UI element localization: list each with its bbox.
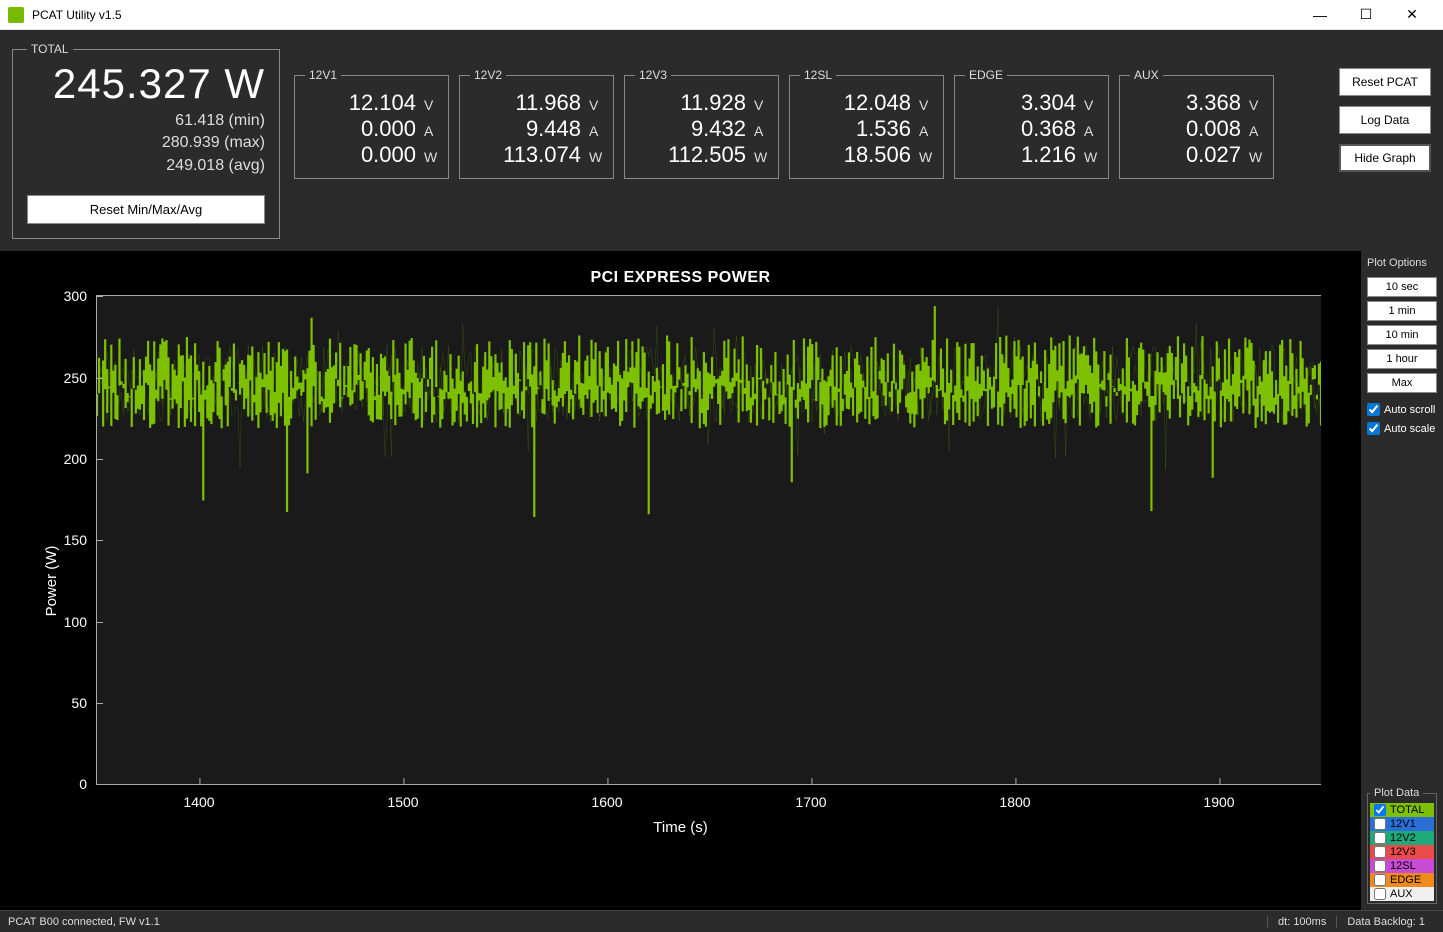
total-max: 280.939 (max) bbox=[162, 132, 265, 154]
chart-area: PCI EXPRESS POWER Power (W) 050100150200… bbox=[0, 251, 1443, 910]
total-avg: 249.018 (avg) bbox=[162, 155, 265, 177]
ytick: 100 bbox=[64, 614, 97, 630]
maximize-button[interactable]: ☐ bbox=[1343, 0, 1389, 30]
rail-12v2: 12V2 11.968V 9.448A 113.074W bbox=[459, 68, 614, 179]
xtick: 1800 bbox=[999, 784, 1030, 810]
chart-main: PCI EXPRESS POWER Power (W) 050100150200… bbox=[0, 251, 1361, 910]
total-watts: 245.327 W bbox=[53, 60, 265, 108]
ytick: 150 bbox=[64, 532, 97, 548]
plot-option-max[interactable]: Max bbox=[1367, 373, 1437, 393]
ytick: 0 bbox=[79, 776, 97, 792]
status-connected: PCAT B00 connected, FW v1.1 bbox=[8, 916, 160, 928]
plot-data-aux[interactable]: AUX bbox=[1370, 887, 1434, 901]
rail-edge: EDGE 3.304V 0.368A 1.216W bbox=[954, 68, 1109, 179]
ytick: 300 bbox=[64, 288, 97, 304]
status-dt: dt: 100ms bbox=[1267, 916, 1336, 928]
plot-data-title: Plot Data bbox=[1370, 787, 1423, 799]
reset-pcat-button[interactable]: Reset PCAT bbox=[1339, 68, 1431, 96]
xtick: 1500 bbox=[387, 784, 418, 810]
rail-12sl: 12SL 12.048V 1.536A 18.506W bbox=[789, 68, 944, 179]
titlebar: PCAT Utility v1.5 — ☐ ✕ bbox=[0, 0, 1443, 30]
chart-side-panel: Plot Options 10 sec1 min10 min1 hourMax … bbox=[1361, 251, 1443, 910]
auto-scale-checkbox[interactable]: Auto scale bbox=[1367, 422, 1437, 435]
plot-option-1-hour[interactable]: 1 hour bbox=[1367, 349, 1437, 369]
plot-option-10-sec[interactable]: 10 sec bbox=[1367, 277, 1437, 297]
plot-option-10-min[interactable]: 10 min bbox=[1367, 325, 1437, 345]
hide-graph-button[interactable]: Hide Graph bbox=[1339, 144, 1431, 172]
main-panel: TOTAL 245.327 W 61.418 (min) 280.939 (ma… bbox=[0, 30, 1443, 910]
plot-option-1-min[interactable]: 1 min bbox=[1367, 301, 1437, 321]
plot-data-12sl[interactable]: 12SL bbox=[1370, 859, 1434, 873]
total-stats: 61.418 (min) 280.939 (max) 249.018 (avg) bbox=[162, 110, 265, 177]
plot-options-title: Plot Options bbox=[1367, 257, 1437, 269]
chart-title: PCI EXPRESS POWER bbox=[20, 269, 1341, 287]
y-axis-label: Power (W) bbox=[43, 545, 60, 616]
status-backlog: Data Backlog: 1 bbox=[1336, 916, 1435, 928]
auto-scroll-checkbox[interactable]: Auto scroll bbox=[1367, 403, 1437, 416]
plot-data-12v1[interactable]: 12V1 bbox=[1370, 817, 1434, 831]
ytick: 250 bbox=[64, 370, 97, 386]
plot-data-section: Plot Data TOTAL12V112V212V312SLEDGEAUX bbox=[1367, 787, 1437, 904]
plot-data-12v2[interactable]: 12V2 bbox=[1370, 831, 1434, 845]
total-min: 61.418 (min) bbox=[162, 110, 265, 132]
total-fieldset: TOTAL 245.327 W 61.418 (min) 280.939 (ma… bbox=[12, 42, 280, 239]
xtick: 1900 bbox=[1203, 784, 1234, 810]
side-buttons: Reset PCAT Log Data Hide Graph bbox=[1339, 68, 1431, 239]
log-data-button[interactable]: Log Data bbox=[1339, 106, 1431, 134]
rails-row: 12V1 12.104V 0.000A 0.000W12V2 11.968V 9… bbox=[294, 68, 1325, 239]
total-legend: TOTAL bbox=[27, 42, 73, 56]
rail-12v1: 12V1 12.104V 0.000A 0.000W bbox=[294, 68, 449, 179]
window-controls: — ☐ ✕ bbox=[1297, 0, 1435, 30]
window-title: PCAT Utility v1.5 bbox=[32, 8, 1297, 22]
plot-region[interactable]: 0501001502002503001400150016001700180019… bbox=[96, 295, 1321, 785]
rail-aux: AUX 3.368V 0.008A 0.027W bbox=[1119, 68, 1274, 179]
chart-trace bbox=[97, 296, 1321, 784]
ytick: 50 bbox=[71, 695, 97, 711]
minimize-button[interactable]: — bbox=[1297, 0, 1343, 30]
top-panel: TOTAL 245.327 W 61.418 (min) 280.939 (ma… bbox=[0, 30, 1443, 251]
reset-minmaxavg-button[interactable]: Reset Min/Max/Avg bbox=[27, 195, 265, 224]
plot-data-total[interactable]: TOTAL bbox=[1370, 803, 1434, 817]
xtick: 1600 bbox=[591, 784, 622, 810]
plot-data-edge[interactable]: EDGE bbox=[1370, 873, 1434, 887]
ytick: 200 bbox=[64, 451, 97, 467]
app-icon bbox=[8, 7, 24, 23]
status-bar: PCAT B00 connected, FW v1.1 dt: 100ms Da… bbox=[0, 910, 1443, 932]
plot-data-12v3[interactable]: 12V3 bbox=[1370, 845, 1434, 859]
xtick: 1400 bbox=[183, 784, 214, 810]
x-axis-label: Time (s) bbox=[20, 819, 1341, 836]
xtick: 1700 bbox=[795, 784, 826, 810]
close-button[interactable]: ✕ bbox=[1389, 0, 1435, 30]
rail-12v3: 12V3 11.928V 9.432A 112.505W bbox=[624, 68, 779, 179]
